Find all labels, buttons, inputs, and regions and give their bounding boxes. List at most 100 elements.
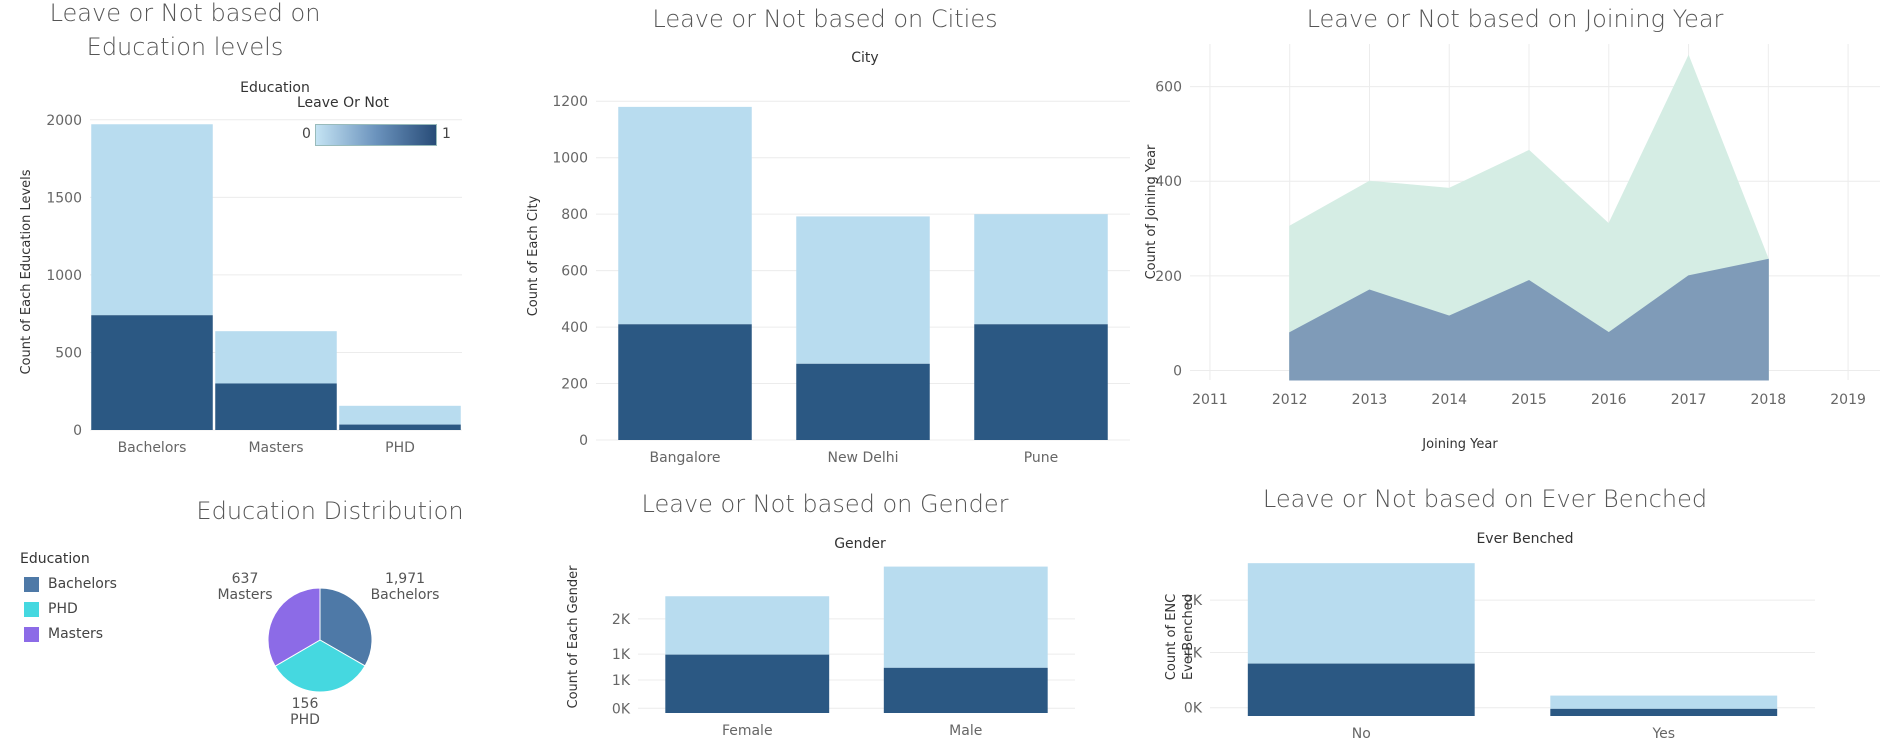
benched-bar-leave [1247,663,1475,716]
benched-y-tick-label: 2K [1184,593,1203,609]
pie-slice-masters [267,587,321,667]
cities-bar-leave [796,363,930,440]
benched-bar-stay [1550,695,1778,709]
cities-bar-stay [974,214,1108,325]
education-bar-leave [339,424,461,430]
education-chart-title: Leave or Not based on Education levels [49,0,321,61]
pie-label-masters-name: Masters [217,587,273,603]
gender-y-axis-label: Count of Each Gender [566,565,581,709]
gender-bar-stay [883,566,1048,668]
gender-bar-leave [883,667,1048,713]
gender-bar-stay [665,596,830,655]
cities-x-tick-label: Pune [1024,450,1059,466]
legend-label-masters: Masters [48,626,104,642]
joining-x-tick-label: 2014 [1431,392,1467,408]
education-y-tick-label: 0 [73,423,82,439]
cities-y-tick-label: 1200 [552,94,588,110]
gender-y-tick-label: 1K [612,647,631,663]
benched-y-tick-label: 0K [1184,701,1203,717]
benched-x-tick-label: Yes [1651,726,1675,742]
education-chart-header: Education [240,80,310,96]
gender-chart-header: Gender [834,536,886,552]
cities-y-tick-label: 200 [561,377,588,393]
cities-bar-leave [974,324,1108,440]
joining-x-tick-label: 2018 [1751,392,1787,408]
education-bar-stay [91,124,213,316]
joining-area-leave [1289,258,1769,381]
cities-y-axis-label: Count of Each City [526,195,541,316]
cities-bar-stay [796,216,930,364]
joining-y-tick-label: 200 [1155,269,1182,285]
benched-bar-stay [1247,563,1475,664]
legend-swatch-bachelors [24,577,39,592]
legend-swatch-phd [24,602,39,617]
pie-slice-bachelors [319,587,373,667]
joining-x-tick-label: 2011 [1192,392,1228,408]
joining-y-tick-label: 400 [1155,174,1182,190]
benched-y-axis-label-2: EverBenched [1181,594,1196,680]
education-bar-leave [91,315,213,430]
education-x-tick-label: Masters [248,440,303,456]
cities-x-tick-label: New Delhi [827,450,898,466]
distribution-legend-title: Education [20,551,90,567]
cities-chart-title: Leave or Not based on Cities [652,5,998,33]
pie-label-bachelors-name: Bachelors [370,587,440,603]
cities-x-tick-label: Bangalore [649,450,720,466]
gender-bar-leave [665,654,830,713]
pie-label-phd: 156 PHD [275,696,335,728]
joining-y-axis-label: Count of Joining Year [1144,144,1159,279]
benched-y-axis-label-1: Count of ENC [1164,594,1179,680]
pie-label-bachelors: 1,971 Bachelors [370,571,440,603]
cities-chart-header: City [851,50,879,66]
joining-x-tick-label: 2013 [1352,392,1388,408]
joining-x-tick-label: 2015 [1511,392,1547,408]
cities-bar-stay [618,106,752,325]
gender-x-tick-label: Female [722,723,773,739]
gender-y-tick-label: 1K [612,673,631,689]
joining-x-axis-label: Joining Year [1421,437,1498,452]
education-y-axis-label: Count of Each Education Levels [19,169,34,374]
distribution-chart-title: Education Distribution [196,497,464,525]
joining-y-tick-label: 0 [1173,364,1182,380]
cities-bar-leave [618,324,752,440]
pie-label-masters: 637 Masters [205,571,285,603]
pie-label-bachelors-value: 1,971 [384,571,426,587]
pie-label-phd-value: 156 [291,696,319,712]
leave-legend-min: 0 [302,126,311,142]
legend-label-phd: PHD [48,601,78,617]
cities-y-tick-label: 400 [561,320,588,336]
education-bar-stay [215,331,337,384]
gender-y-tick-label: 0K [612,701,631,717]
leave-legend-title: Leave Or Not [297,95,389,111]
benched-chart-title: Leave or Not based on Ever Benched [1262,485,1708,513]
education-x-tick-label: PHD [385,440,415,456]
benched-bar-leave [1550,708,1778,716]
cities-y-tick-label: 0 [579,433,588,449]
gender-x-tick-label: Male [949,723,982,739]
education-x-tick-label: Bachelors [118,440,187,456]
education-bar-leave [215,383,337,430]
pie-label-masters-value: 637 [231,571,259,587]
leave-legend-gradient [315,124,437,146]
cities-y-tick-label: 800 [561,207,588,223]
benched-chart-header: Ever Benched [1476,531,1574,547]
education-y-tick-label: 1000 [46,268,82,284]
education-y-tick-label: 1500 [46,190,82,206]
joining-x-tick-label: 2017 [1671,392,1707,408]
legend-swatch-masters [24,627,39,642]
joining-x-tick-label: 2012 [1272,392,1308,408]
education-y-tick-label: 2000 [46,113,82,129]
cities-y-tick-label: 1000 [552,151,588,167]
gender-chart-title: Leave or Not based on Gender [641,490,1009,518]
legend-label-bachelors: Bachelors [48,576,117,592]
joining-x-tick-label: 2016 [1591,392,1627,408]
leave-legend-max: 1 [442,126,451,142]
pie-label-phd-name: PHD [290,712,320,728]
pie-slice-phd [274,639,366,693]
joining-y-tick-label: 600 [1155,80,1182,96]
education-y-tick-label: 500 [55,345,82,361]
joining-x-tick-label: 2019 [1830,392,1866,408]
education-bar-stay [339,405,461,425]
cities-y-tick-label: 600 [561,264,588,280]
